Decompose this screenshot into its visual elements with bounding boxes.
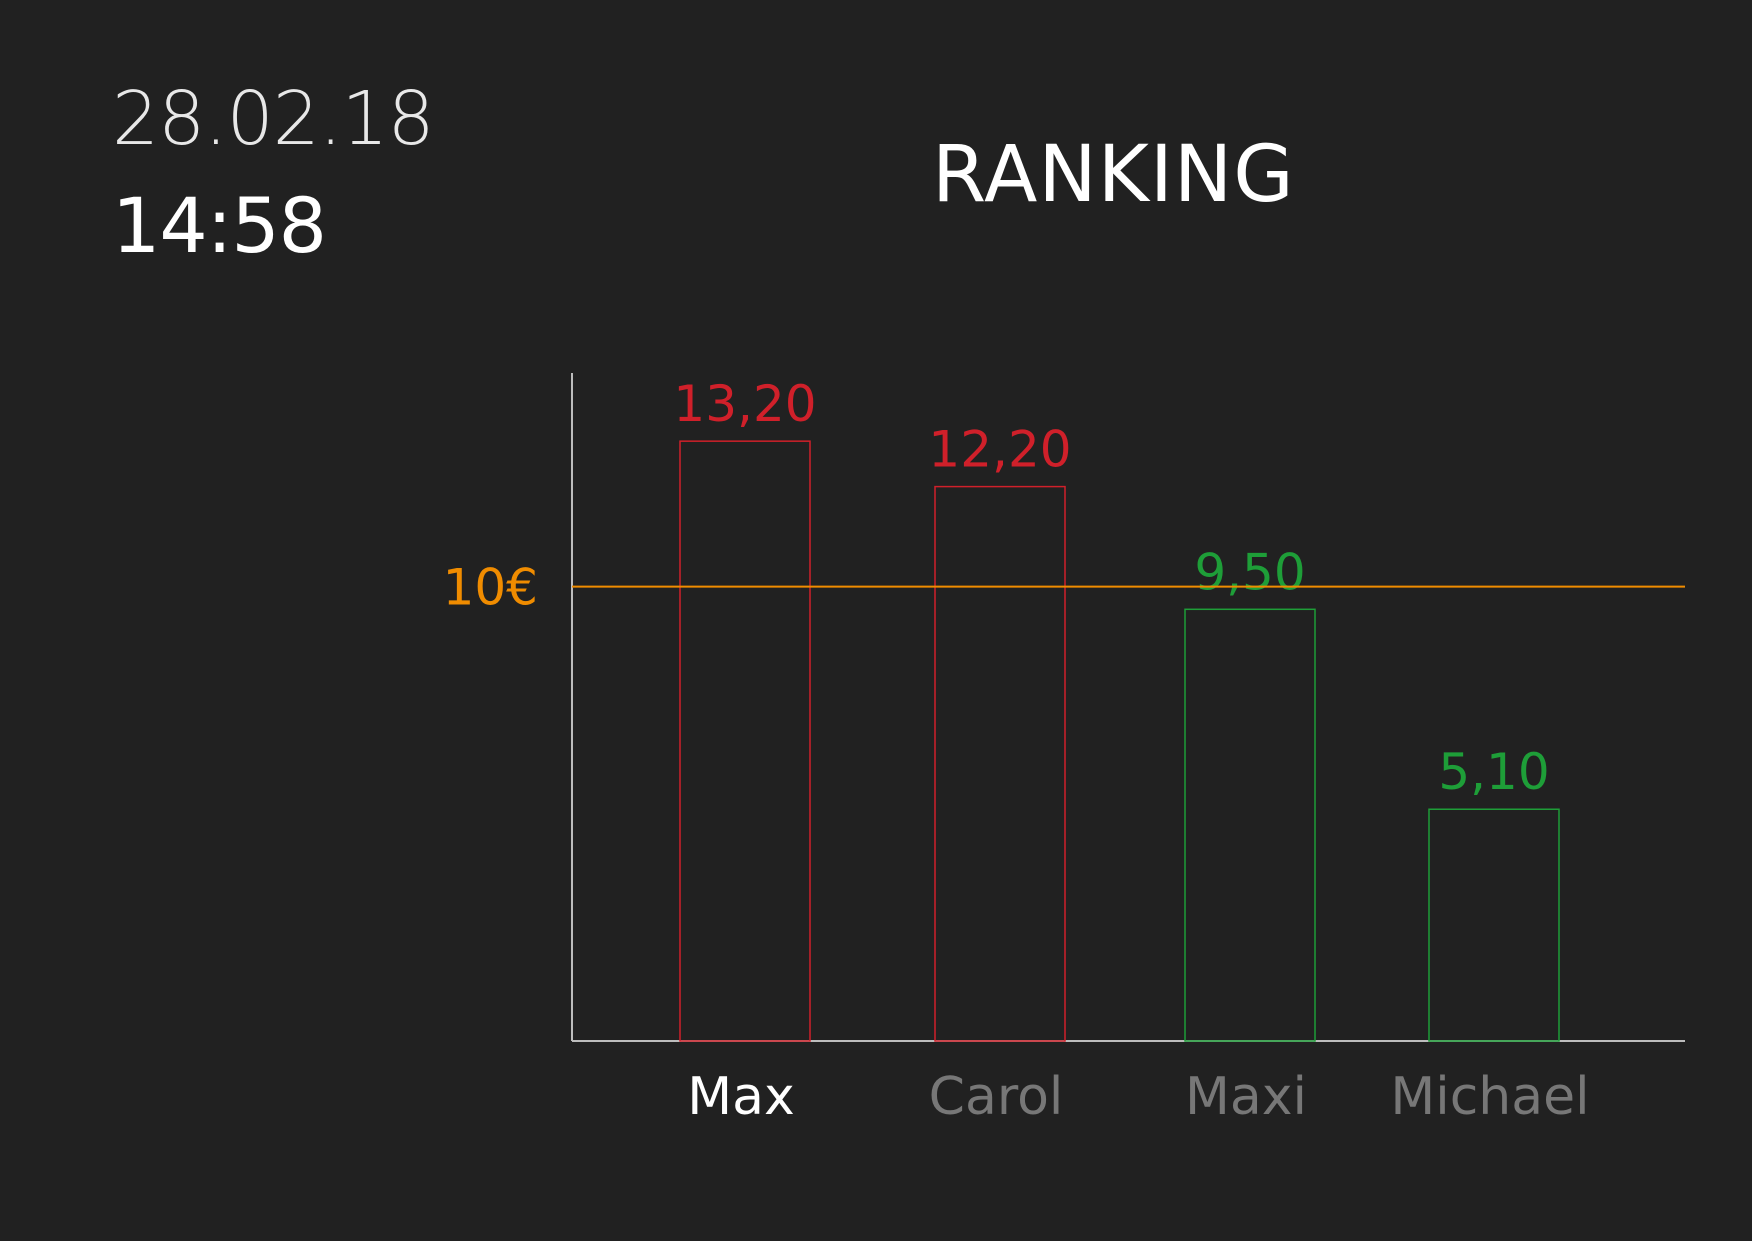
time-display: 14:58 xyxy=(112,181,327,270)
right-edge-strip xyxy=(1752,0,1755,1241)
value-label-maxi: 9,50 xyxy=(1194,543,1305,601)
value-label-carol: 12,20 xyxy=(928,421,1071,479)
threshold-label: 10€ xyxy=(443,559,538,617)
date-display: 28.02.18 xyxy=(112,76,435,162)
bar-maxi xyxy=(1184,608,1316,1042)
value-labels-group: 13,20 12,20 9,50 5,10 xyxy=(673,375,1549,801)
bars-group xyxy=(679,440,1560,1042)
page-title: RANKING xyxy=(932,130,1295,220)
category-label-carol: Carol xyxy=(929,1067,1064,1127)
category-label-max: Max xyxy=(687,1067,795,1127)
category-labels-group: Max Carol Maxi Michael xyxy=(687,1067,1589,1127)
category-label-michael: Michael xyxy=(1390,1067,1589,1127)
value-label-max: 13,20 xyxy=(673,375,816,433)
bar-max xyxy=(679,440,811,1042)
value-label-michael: 5,10 xyxy=(1438,743,1549,801)
bar-michael xyxy=(1428,808,1560,1042)
category-label-maxi: Maxi xyxy=(1185,1067,1307,1127)
bar-carol xyxy=(934,485,1066,1042)
